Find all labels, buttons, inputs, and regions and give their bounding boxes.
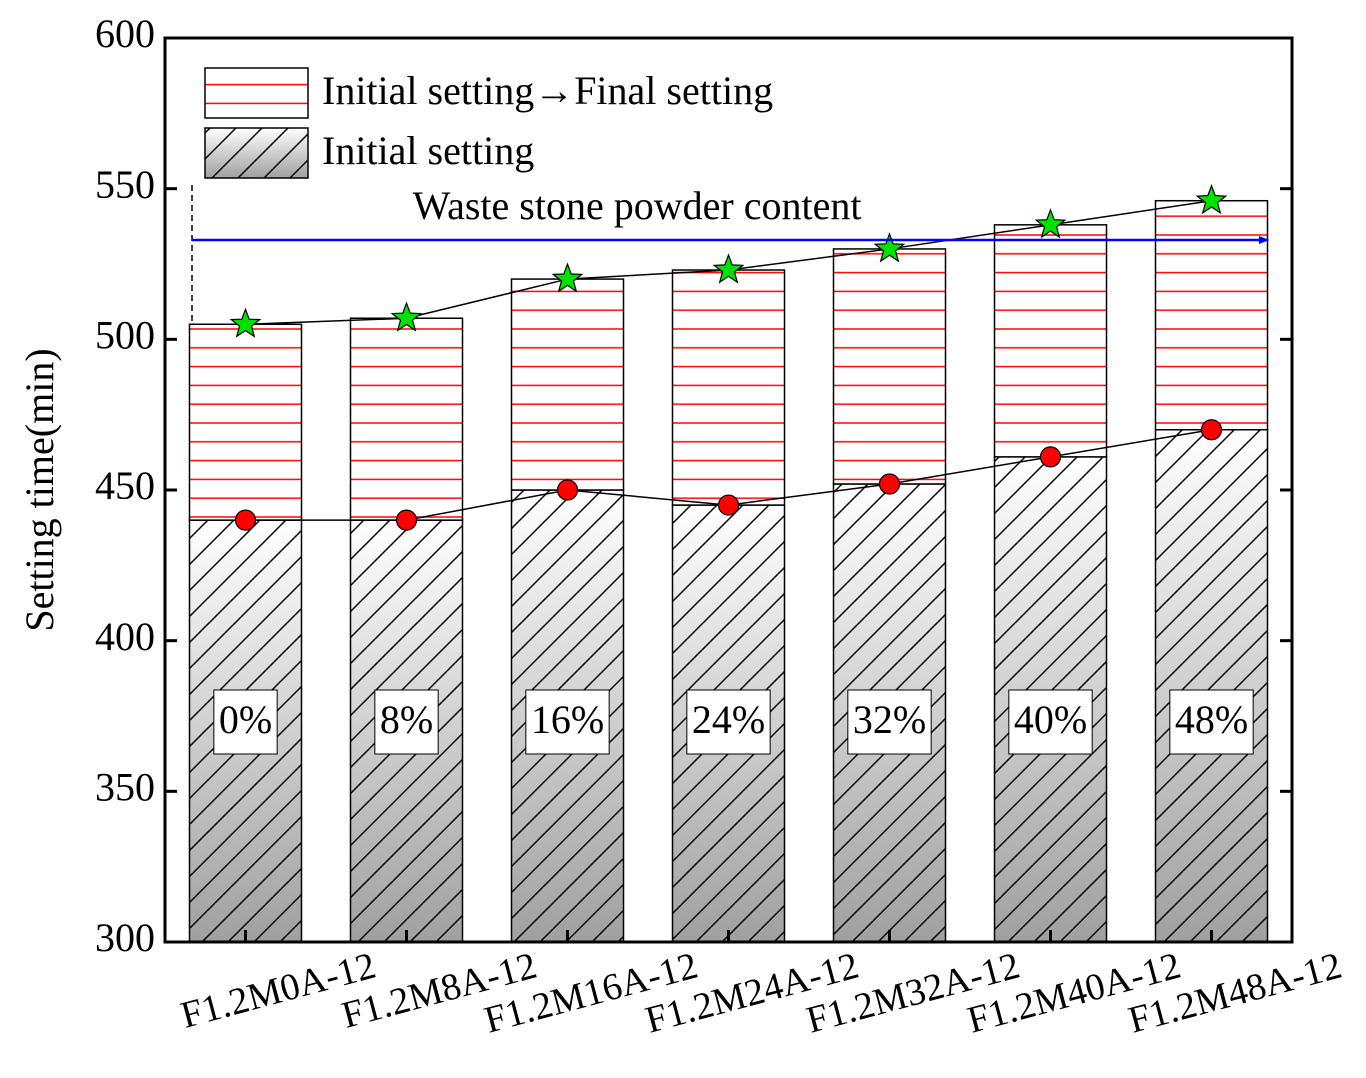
bar	[510, 278, 625, 491]
final-marker	[390, 301, 423, 332]
content-label: 0%	[219, 697, 272, 742]
bar	[1154, 428, 1269, 943]
bar	[188, 323, 303, 521]
bar	[671, 269, 786, 506]
content-label: 48%	[1175, 697, 1248, 742]
content-label-box	[847, 689, 932, 755]
y-axis-label: Setting time(min)	[17, 348, 62, 631]
content-label-box	[1169, 689, 1254, 755]
final-marker	[1034, 208, 1067, 239]
y-tick-label: 450	[95, 463, 155, 508]
initial-marker	[395, 509, 418, 531]
content-label-box	[686, 689, 771, 755]
annotation: Waste stone powder content	[413, 183, 862, 228]
final-marker	[712, 253, 745, 284]
content-label: 32%	[853, 697, 926, 742]
initial-marker	[556, 479, 579, 501]
bar	[832, 248, 947, 485]
content-label-box	[213, 689, 278, 755]
y-tick-label: 300	[95, 915, 155, 960]
legend-swatch	[204, 127, 309, 179]
y-tick-label: 550	[95, 162, 155, 207]
y-tick-label: 500	[95, 313, 155, 358]
legend-swatch	[204, 67, 309, 119]
initial-marker	[234, 509, 257, 531]
content-label-box	[1008, 689, 1093, 755]
content-label: 24%	[692, 697, 765, 742]
content-label: 40%	[1014, 697, 1087, 742]
legend-label: Initial setting→Final setting	[322, 68, 773, 113]
y-tick-label: 350	[95, 765, 155, 810]
bar	[1154, 199, 1269, 431]
initial-marker	[717, 494, 740, 516]
final-marker	[551, 262, 584, 293]
final-marker	[229, 307, 262, 338]
content-label: 16%	[531, 697, 604, 742]
content-label: 8%	[380, 697, 433, 742]
y-tick-label: 600	[95, 11, 155, 56]
legend-label: Initial setting	[322, 128, 534, 173]
initial-marker	[878, 473, 901, 495]
bar	[993, 224, 1108, 458]
content-label-box	[374, 689, 439, 755]
final-marker	[1195, 183, 1228, 215]
final-marker	[873, 232, 906, 263]
initial-marker	[1200, 419, 1223, 441]
y-tick-label: 400	[95, 614, 155, 659]
bar	[349, 317, 464, 521]
content-label-box	[525, 689, 610, 755]
initial-marker	[1039, 446, 1062, 468]
